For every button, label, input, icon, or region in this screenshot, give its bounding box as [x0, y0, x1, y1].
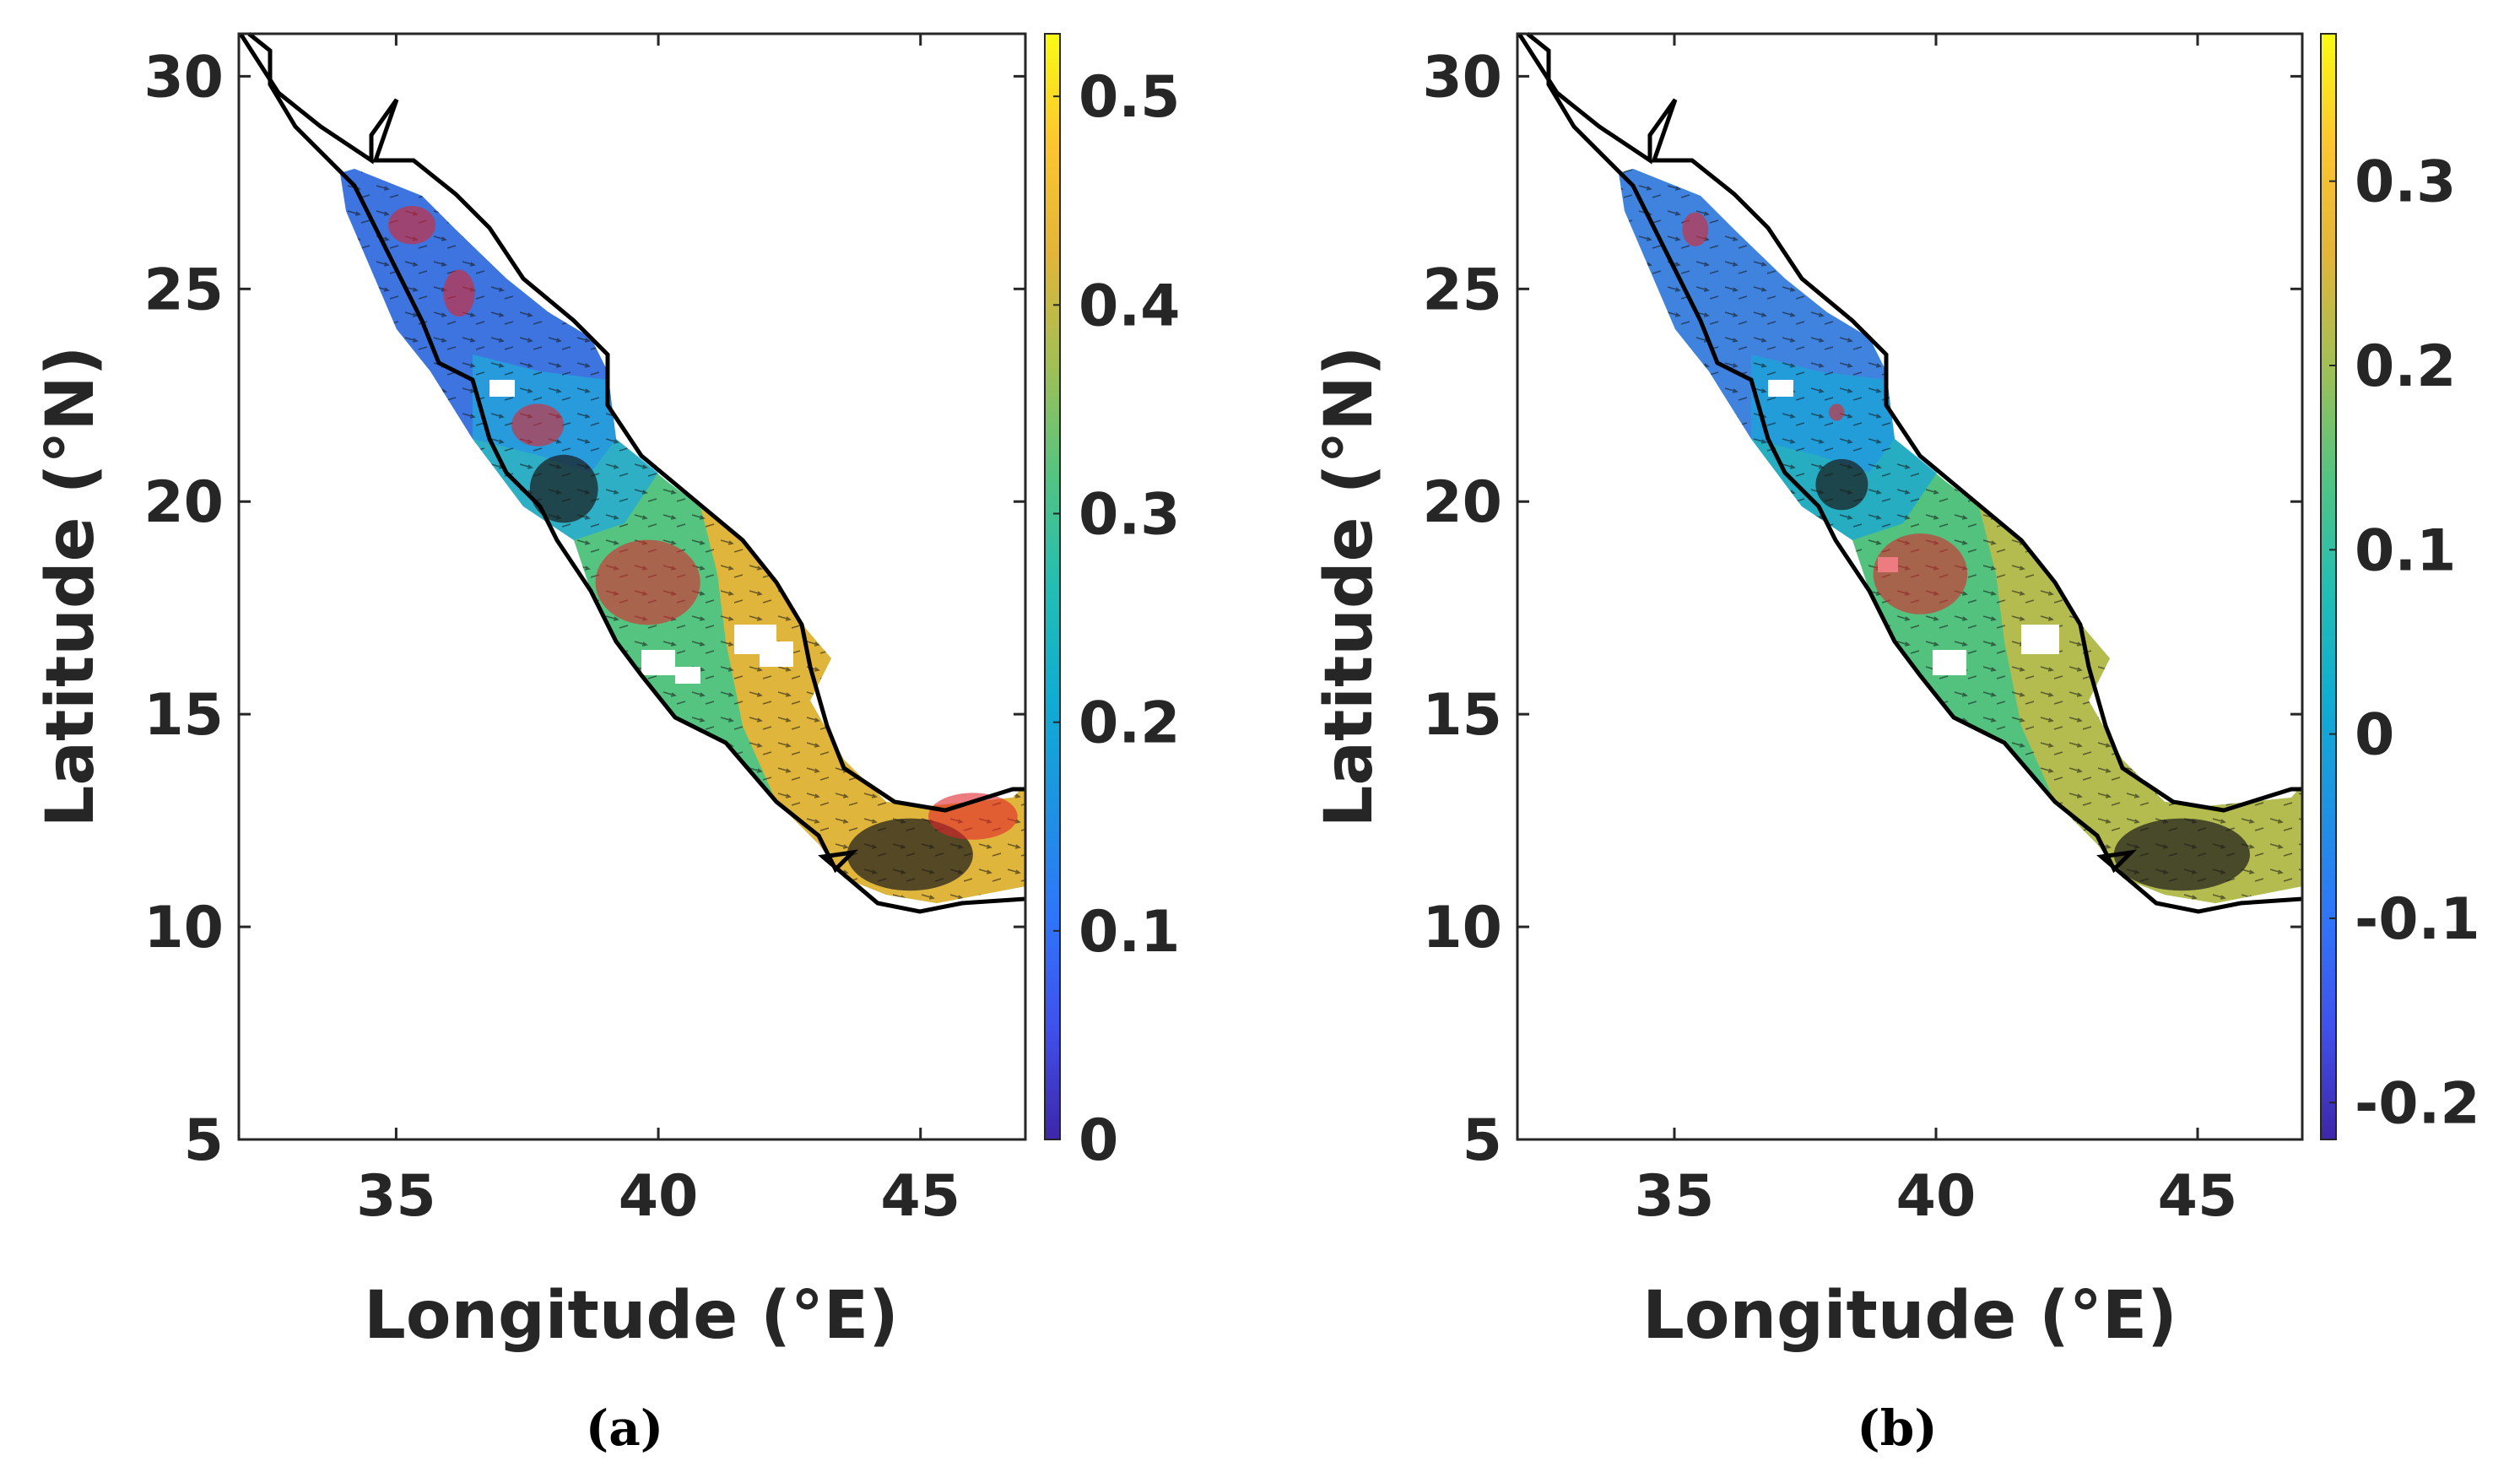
colorbar-tick-label: 0	[2355, 702, 2394, 769]
colorbar-a	[1044, 33, 1061, 1140]
vector-arrows-b	[1619, 169, 2302, 903]
colorbar-ticks-a: 0 0.1 0.2 0.3 0.4 0.5	[1053, 64, 1180, 1174]
coastline-west-b	[1526, 32, 2303, 914]
anticyclonic-eddy	[388, 206, 435, 245]
anticyclonic-eddy	[595, 539, 700, 625]
y-axis-title-a: Latitude (°N)	[33, 346, 109, 828]
y-tick-label: 20	[1422, 469, 1502, 536]
colorbar-tick-label: 0.1	[1079, 899, 1180, 966]
x-axis-title-a: Longitude (°E)	[364, 1278, 899, 1354]
axes-box-a	[237, 32, 1027, 1141]
x-axis-title-b-text: Longitude (°E)	[1642, 1278, 2177, 1354]
cyclonic-eddy	[2113, 818, 2250, 891]
colorbar-ticks-b: -0.2 -0.1 0 0.1 0.2 0.3	[2329, 149, 2480, 1137]
y-axis-ticks-a: 5 10 15 20 25 30	[143, 44, 1025, 1174]
data-gaps-a	[489, 380, 793, 684]
x-axis-ticks-a: 35 40 45	[356, 34, 960, 1230]
x-tick-label: 45	[880, 1163, 960, 1230]
anticyclonic-eddy	[511, 403, 565, 447]
panel-b: 35 40 45 5 10 15 20 25 30 Longitude (°E) Latitu…	[1311, 32, 2480, 1457]
anticyclonic-eddy	[1682, 212, 1709, 246]
y-tick-label: 30	[143, 44, 224, 111]
panel-label-b: (b)	[1857, 1399, 1937, 1457]
eddies-a	[388, 206, 1018, 891]
vector-arrows-a	[340, 169, 1025, 903]
coastline-west-a	[247, 32, 1026, 914]
anticyclonic-eddy	[928, 793, 1018, 840]
x-tick-label: 35	[356, 1163, 436, 1230]
cyclonic-eddy	[529, 454, 598, 523]
colorbar-tick-label: 0.3	[1079, 481, 1180, 548]
cyclonic-eddy	[846, 818, 973, 891]
anticyclonic-eddy	[443, 269, 475, 317]
y-tick-label: 15	[143, 682, 224, 749]
y-tick-label: 5	[1463, 1107, 1502, 1174]
x-axis-ticks-b: 35 40 45	[1635, 34, 2238, 1230]
cyclonic-eddy	[1815, 458, 1868, 511]
colorbar-tick-label: 0.2	[1079, 690, 1180, 757]
y-tick-label: 10	[1422, 895, 1502, 961]
y-tick-label: 15	[1422, 682, 1502, 749]
x-tick-label: 45	[2158, 1163, 2238, 1230]
y-tick-label: 20	[143, 469, 224, 536]
y-tick-label: 25	[143, 257, 224, 323]
y-axis-title-a-text: Latitude (°N)	[33, 346, 109, 828]
sea-surface-field-b	[1619, 169, 2302, 903]
eddies-b	[1682, 212, 2250, 891]
y-tick-label: 25	[1422, 257, 1502, 323]
x-axis-title-b: Longitude (°E)	[1642, 1278, 2177, 1354]
x-tick-label: 40	[619, 1163, 699, 1230]
x-tick-label: 35	[1635, 1163, 1715, 1230]
colorbar-tick-label: 0.2	[2355, 333, 2456, 400]
y-tick-label: 10	[143, 895, 224, 961]
colorbar-tick-label: 0.5	[1079, 64, 1180, 131]
panel-a: 35 40 45 5 10 15 20 25 30 Longitude (°E) Latitu…	[33, 32, 1180, 1457]
y-axis-title-b: Latitude (°N)	[1311, 346, 1387, 828]
colorbar-tick-label: -0.2	[2355, 1070, 2480, 1137]
y-axis-title-b-text: Latitude (°N)	[1311, 346, 1387, 828]
colorbar-tick-label: 0.3	[2355, 149, 2456, 216]
anticyclonic-eddy	[1873, 533, 1968, 614]
colorbar-tick-label: -0.1	[2355, 886, 2480, 953]
coastline-east-a	[238, 32, 1025, 813]
x-tick-label: 40	[1896, 1163, 1977, 1230]
anticyclonic-eddy	[1828, 403, 1845, 421]
y-axis-ticks-b: 5 10 15 20 25 30	[1422, 44, 2302, 1174]
colorbar-tick-label: 0.1	[2355, 517, 2456, 584]
panel-label-a: (a)	[586, 1399, 663, 1457]
coastline-east-b	[1517, 32, 2302, 813]
colorbar-b	[2320, 33, 2337, 1140]
x-axis-title-a-text: Longitude (°E)	[364, 1278, 899, 1354]
axes-box-b	[1516, 32, 2304, 1141]
sea-surface-field	[340, 169, 1025, 903]
y-tick-label: 30	[1422, 44, 1502, 111]
y-tick-label: 5	[184, 1107, 224, 1174]
colorbar-tick-label: 0.4	[1079, 273, 1180, 339]
colorbar-tick-label: 0	[1079, 1107, 1118, 1174]
